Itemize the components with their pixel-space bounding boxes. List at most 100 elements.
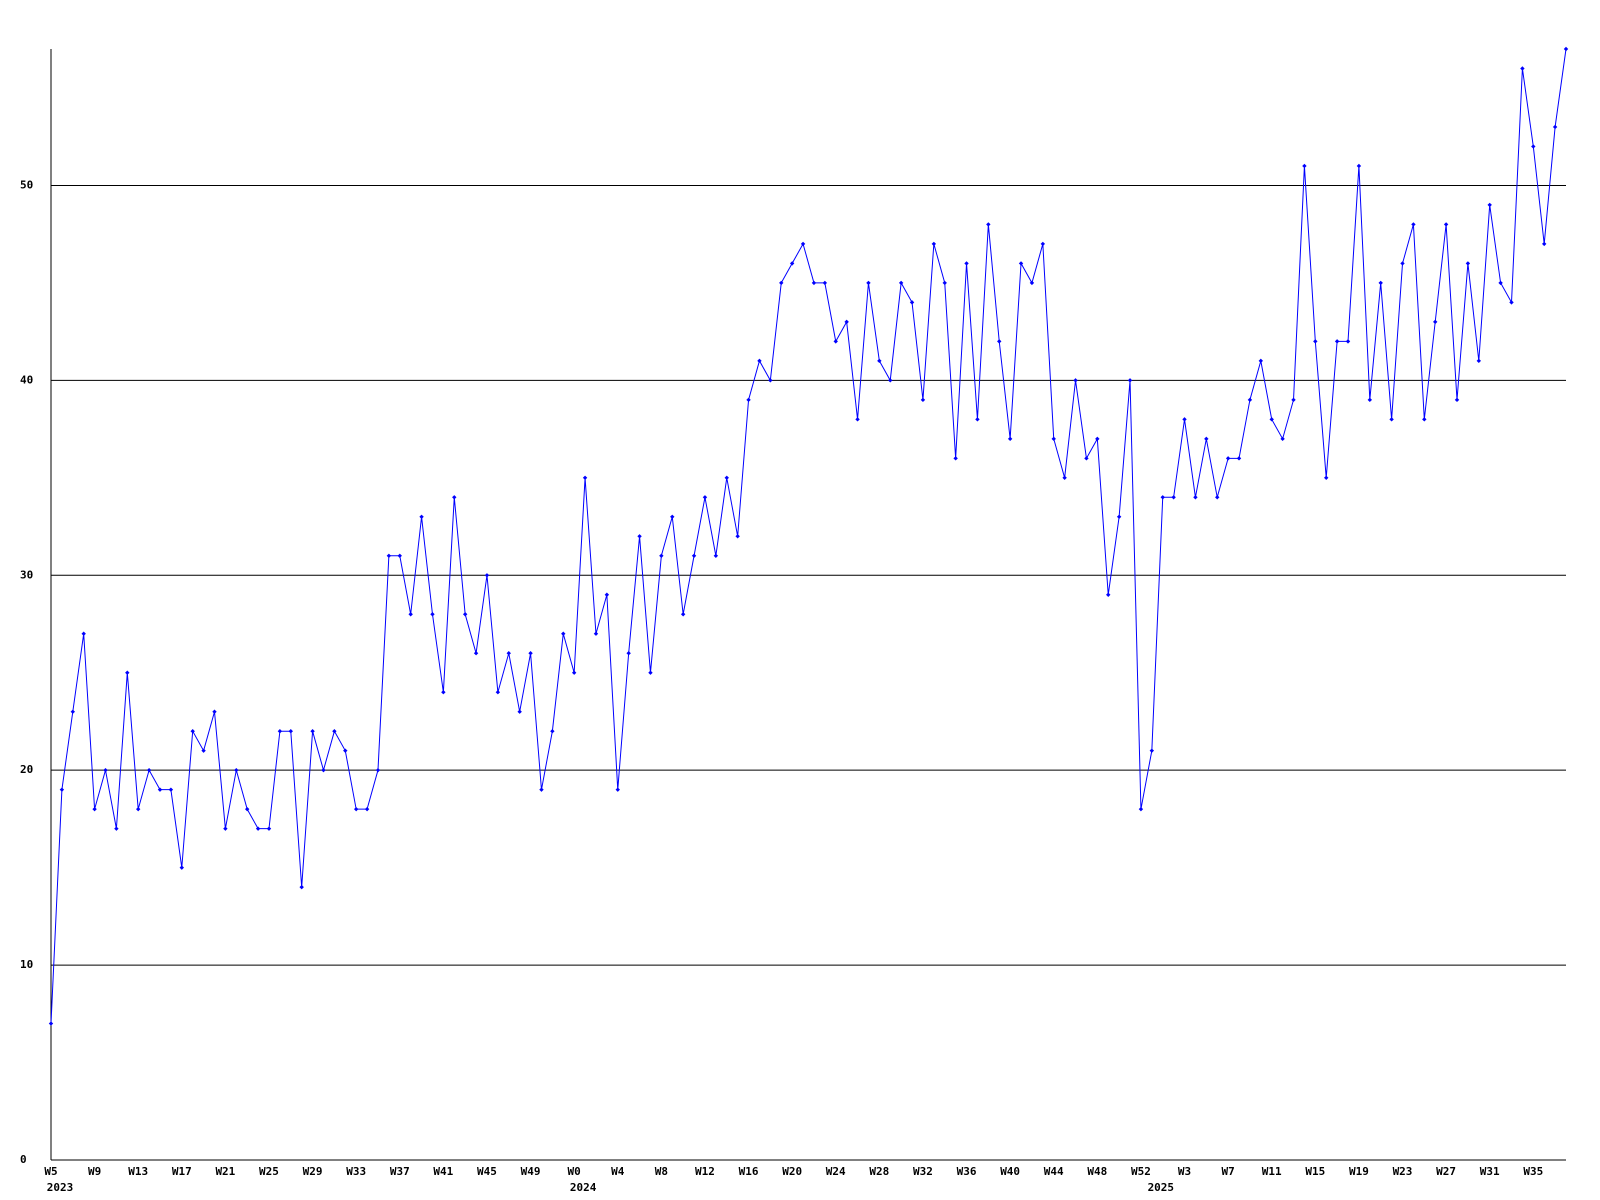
data-point: [1509, 300, 1514, 305]
data-point: [822, 280, 828, 286]
data-point: [1302, 163, 1307, 169]
data-point: [604, 592, 610, 597]
data-point: [1433, 319, 1438, 325]
data-point: [1367, 397, 1373, 403]
data-point: [517, 709, 522, 714]
data-point: [1345, 339, 1351, 344]
data-point: [495, 690, 501, 695]
data-point: [1007, 436, 1013, 442]
x-tick-label: W28: [869, 1165, 889, 1178]
data-point: [691, 553, 697, 558]
data-point: [702, 495, 708, 500]
data-point: [1116, 514, 1122, 519]
data-point: [975, 417, 980, 422]
data-point: [593, 631, 599, 636]
data-point: [125, 670, 130, 675]
data-point: [506, 651, 511, 656]
data-point: [1236, 456, 1242, 461]
data-point: [637, 534, 642, 539]
data-point: [1029, 280, 1035, 286]
data-point: [768, 378, 773, 383]
x-tick-label: W0: [568, 1165, 581, 1178]
data-point: [1182, 417, 1187, 422]
data-point: [779, 280, 784, 286]
data-point: [1258, 358, 1264, 364]
data-point: [1084, 456, 1089, 461]
data-point: [659, 553, 664, 558]
data-point: [288, 728, 293, 734]
data-point: [997, 339, 1002, 344]
data-point: [1498, 280, 1503, 286]
data-point: [364, 806, 370, 812]
data-point: [321, 767, 326, 773]
data-point: [713, 553, 719, 558]
data-point: [168, 787, 174, 792]
data-point: [408, 612, 413, 617]
data-point: [255, 826, 261, 831]
y-tick-label: 10: [20, 958, 33, 971]
data-point: [419, 514, 424, 519]
data-point: [550, 728, 555, 734]
x-tick-label: W13: [128, 1165, 148, 1178]
x-tick-label: W8: [655, 1165, 668, 1178]
x-tick-label: W36: [957, 1165, 977, 1178]
x-tick-label: W24: [826, 1165, 846, 1178]
data-point: [1334, 339, 1340, 344]
data-point: [114, 826, 119, 831]
data-point: [909, 300, 915, 305]
data-point: [1542, 241, 1547, 247]
data-point: [942, 280, 947, 286]
data-point: [179, 865, 184, 870]
x-tick-label: W3: [1178, 1165, 1191, 1178]
year-label: 2025: [1148, 1181, 1175, 1194]
data-point: [735, 534, 740, 539]
x-tick-label: W33: [346, 1165, 366, 1178]
y-tick-label: 20: [20, 763, 33, 776]
data-point: [811, 280, 817, 286]
data-point: [1454, 397, 1460, 403]
x-tick-label: W16: [739, 1165, 759, 1178]
data-point: [1040, 241, 1046, 247]
data-point: [343, 748, 348, 753]
data-point: [484, 573, 490, 578]
data-point: [746, 397, 751, 403]
data-point: [844, 319, 849, 325]
data-point: [430, 612, 435, 617]
x-tick-label: W4: [611, 1165, 625, 1178]
data-point: [626, 651, 631, 656]
data-point: [397, 553, 402, 558]
data-point: [1400, 261, 1405, 266]
data-point: [986, 222, 991, 227]
data-point: [266, 826, 272, 831]
x-tick-label: W19: [1349, 1165, 1369, 1178]
data-point: [1487, 202, 1492, 208]
year-label: 2024: [570, 1181, 597, 1194]
data-point: [1171, 495, 1176, 500]
data-point: [1389, 417, 1394, 422]
data-point: [1193, 495, 1198, 500]
x-tick-label: W12: [695, 1165, 715, 1178]
x-tick-label: W41: [433, 1165, 453, 1178]
data-point: [244, 806, 250, 812]
data-point: [539, 787, 544, 792]
x-tick-label: W27: [1436, 1165, 1456, 1178]
data-point: [1127, 378, 1133, 383]
data-point: [866, 280, 871, 286]
data-point: [1422, 417, 1427, 422]
x-tick-label: W20: [782, 1165, 802, 1178]
data-point: [528, 651, 533, 656]
x-tick-label: W17: [172, 1165, 192, 1178]
data-point: [571, 670, 577, 675]
data-point: [299, 884, 304, 890]
data-point: [1411, 222, 1416, 227]
data-point: [898, 280, 904, 286]
data-point: [1051, 436, 1056, 442]
data-point: [386, 553, 392, 558]
x-tick-label: W48: [1087, 1165, 1107, 1178]
data-point: [473, 651, 479, 656]
data-point: [1073, 378, 1078, 383]
data-point: [964, 261, 969, 266]
data-point: [1247, 397, 1253, 403]
data-point: [680, 612, 686, 617]
data-point: [146, 767, 152, 773]
